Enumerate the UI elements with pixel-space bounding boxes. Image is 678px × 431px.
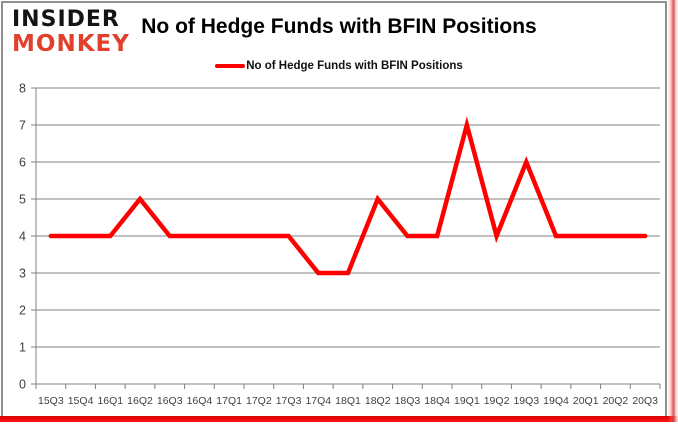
x-axis-label: 18Q3 bbox=[395, 395, 421, 407]
y-axis-label: 0 bbox=[19, 378, 26, 392]
y-axis-label: 7 bbox=[19, 119, 26, 133]
logo-text-monkey: MONKEY bbox=[12, 31, 130, 57]
insider-monkey-logo: INSIDER MONKEY bbox=[12, 9, 130, 56]
series-line bbox=[48, 116, 648, 276]
x-axis-label: 16Q4 bbox=[187, 395, 213, 407]
chart-title: No of Hedge Funds with BFIN Positions bbox=[141, 15, 537, 38]
chart-container bbox=[1, 1, 667, 418]
x-axis-label: 16Q3 bbox=[157, 395, 183, 407]
x-axis-label: 17Q2 bbox=[246, 395, 272, 407]
y-axis-label: 4 bbox=[19, 230, 26, 244]
y-axis-label: 6 bbox=[19, 156, 26, 170]
x-axis-label: 19Q4 bbox=[543, 395, 569, 407]
x-axis-label: 20Q1 bbox=[573, 395, 599, 407]
x-axis-label: 18Q4 bbox=[424, 395, 450, 407]
x-axis-label: 15Q4 bbox=[68, 395, 94, 407]
x-axis-label: 19Q1 bbox=[454, 395, 480, 407]
y-axis-label: 5 bbox=[19, 193, 26, 207]
x-axis-label: 20Q3 bbox=[632, 395, 658, 407]
x-axis-label: 19Q2 bbox=[484, 395, 510, 407]
red-right-border bbox=[668, 0, 678, 422]
legend-label: No of Hedge Funds with BFIN Positions bbox=[246, 60, 463, 72]
x-axis-label: 20Q2 bbox=[603, 395, 629, 407]
red-bottom-border bbox=[0, 416, 673, 422]
x-axis-label: 18Q1 bbox=[335, 395, 361, 407]
x-axis-label: 15Q3 bbox=[38, 395, 64, 407]
y-axis-label: 1 bbox=[19, 341, 26, 355]
x-axis-label: 17Q4 bbox=[305, 395, 331, 407]
x-axis-label: 17Q3 bbox=[276, 395, 302, 407]
legend: No of Hedge Funds with BFIN Positions bbox=[0, 60, 678, 72]
logo-text-insider: INSIDER bbox=[12, 7, 120, 32]
x-axis-label: 17Q1 bbox=[216, 395, 242, 407]
x-axis-label: 19Q3 bbox=[513, 395, 539, 407]
y-axis-label: 8 bbox=[19, 82, 26, 96]
y-axis-label: 2 bbox=[19, 304, 26, 318]
x-axis-label: 16Q1 bbox=[97, 395, 123, 407]
y-axis-label: 3 bbox=[19, 267, 26, 281]
x-axis-label: 18Q2 bbox=[365, 395, 391, 407]
legend-line-marker bbox=[215, 64, 246, 68]
x-axis-label: 16Q2 bbox=[127, 395, 153, 407]
